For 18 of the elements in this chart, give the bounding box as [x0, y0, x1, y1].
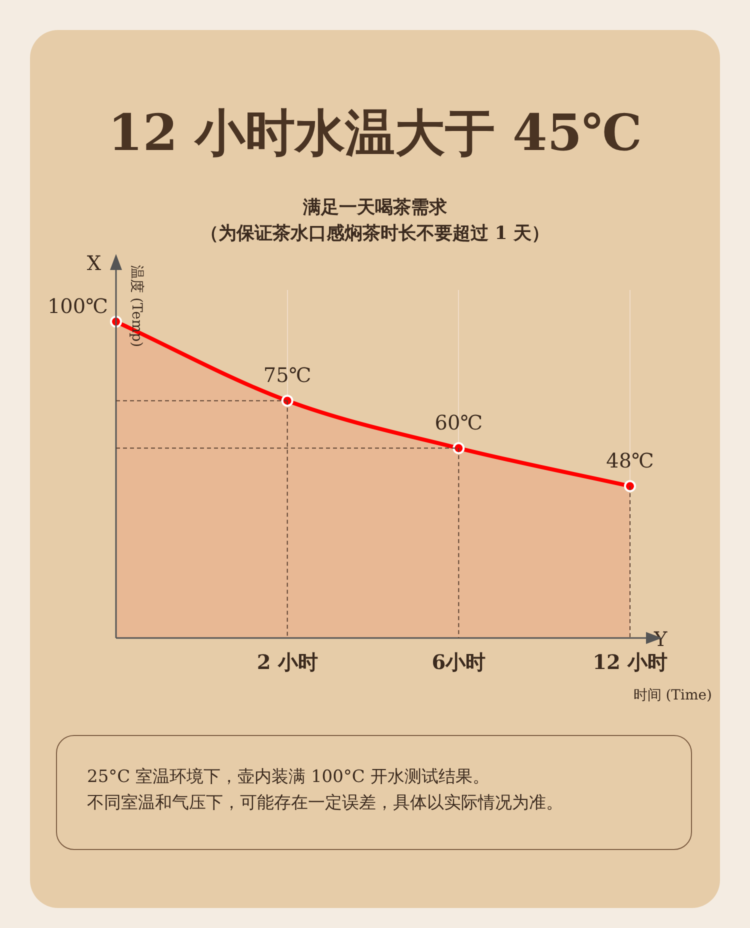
x-tick-label: 6小时: [432, 650, 486, 674]
data-label: 60℃: [434, 410, 483, 434]
text: （为保证茶水口感焖茶时长不要超过 1 天）: [200, 223, 550, 244]
text: 不同室温和气压下，可能存在一定误差，具体以实际情况为准。: [87, 793, 563, 813]
data-label: 48℃: [606, 448, 654, 472]
chart-subtitle: 满足一天喝茶需求: [303, 197, 447, 218]
point: [281, 394, 294, 407]
chart-title: 12 小时水温大于 45℃: [107, 102, 643, 164]
data-label: 75℃: [263, 362, 312, 387]
x-axis-title: 时间 (Time): [633, 688, 712, 704]
point: [452, 442, 465, 454]
text: 25°C 室温环境下，壶内装满 100°C 开水测试结果。: [87, 767, 490, 787]
x-tick-label: 2 小时: [256, 650, 318, 674]
text: X: [86, 251, 102, 276]
data-label: 100℃: [47, 294, 108, 318]
y-axis-title: 温度 (Temp): [128, 265, 144, 348]
point: [624, 480, 636, 492]
x-tick-label: 12 小时: [592, 650, 668, 674]
